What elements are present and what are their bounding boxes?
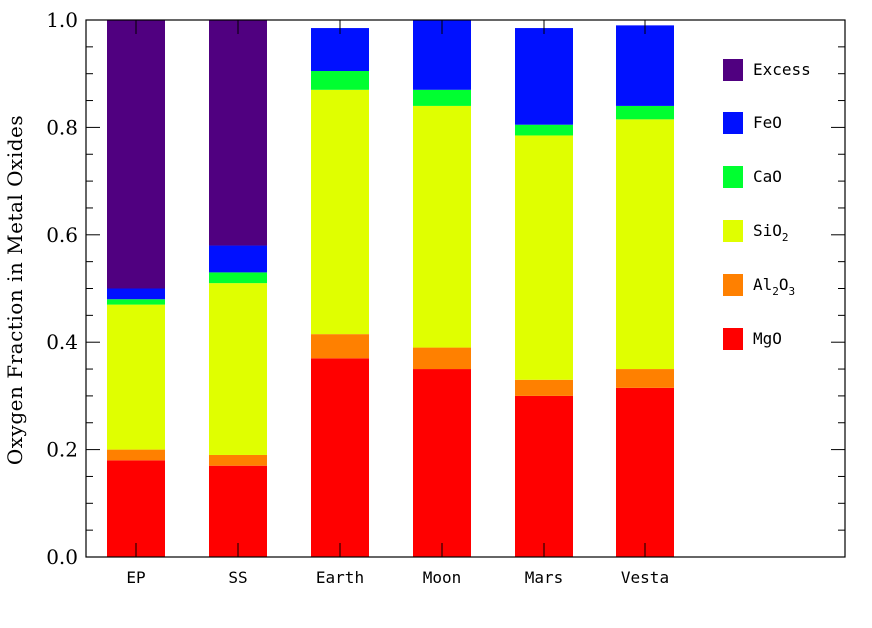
axes-layer: 0.0 0.2 0.4 0.6 0.8 1.0 EP SS Earth Moon Mars Vesta: [46, 8, 846, 587]
bar-mars-feo: [515, 28, 573, 125]
legend-label: SiO2: [753, 221, 789, 244]
legend-swatch: [723, 328, 743, 350]
bar-ss-cao: [209, 272, 267, 284]
bar-ep-al2o3: [107, 449, 165, 461]
x-tick-label-ss: SS: [228, 568, 247, 587]
y-tick-label: 0.8: [46, 115, 78, 139]
bar-vesta-cao: [616, 105, 674, 120]
x-tick-label-mars: Mars: [525, 568, 564, 587]
legend-swatch: [723, 112, 743, 134]
bar-ss-sio2: [209, 283, 267, 455]
legend-swatch: [723, 274, 743, 296]
y-tick-label: 1.0: [46, 8, 78, 32]
y-tick-label: 0.6: [46, 223, 78, 247]
bar-ep-sio2: [107, 304, 165, 450]
x-tick-label-moon: Moon: [423, 568, 462, 587]
y-axis-label: Oxygen Fraction in Metal Oxides: [3, 115, 27, 465]
legend-swatch: [723, 220, 743, 242]
bar-vesta-al2o3: [616, 369, 674, 388]
legend-swatch: [723, 59, 743, 81]
legend-label: FeO: [753, 113, 782, 132]
bar-ss-excess: [209, 20, 267, 246]
bars-layer: [107, 20, 674, 557]
legend-label: MgO: [753, 329, 782, 348]
y-tick-label: 0.2: [46, 438, 78, 462]
bar-ss-al2o3: [209, 454, 267, 466]
y-tick-label: 0.0: [46, 545, 78, 569]
bar-mars-sio2: [515, 135, 573, 380]
legend-label: Excess: [753, 60, 811, 79]
bar-ep-cao: [107, 299, 165, 305]
bar-moon-cao: [413, 89, 471, 106]
legend-label: Al2O3: [753, 275, 795, 298]
bar-earth-cao: [311, 71, 369, 90]
legend: Excess FeO CaO SiO2 Al2O3 MgO: [723, 59, 811, 350]
x-tick-label-vesta: Vesta: [621, 568, 669, 587]
y-tick-label: 0.4: [46, 330, 78, 354]
bar-moon-mgo: [413, 369, 471, 557]
bar-ss-feo: [209, 245, 267, 273]
bar-mars-al2o3: [515, 379, 573, 396]
x-tick-label-earth: Earth: [316, 568, 364, 587]
bar-vesta-feo: [616, 25, 674, 106]
bar-moon-al2o3: [413, 347, 471, 370]
bar-earth-sio2: [311, 89, 369, 335]
bar-earth-mgo: [311, 358, 369, 557]
bar-ep-mgo: [107, 460, 165, 557]
bar-earth-feo: [311, 28, 369, 72]
bar-ep-feo: [107, 288, 165, 300]
bar-vesta-sio2: [616, 119, 674, 370]
bar-ss-mgo: [209, 465, 267, 557]
bar-ep-excess: [107, 20, 165, 289]
bar-vesta-mgo: [616, 387, 674, 557]
bar-earth-al2o3: [311, 334, 369, 359]
legend-label: CaO: [753, 167, 782, 186]
x-tick-label-ep: EP: [126, 568, 145, 587]
legend-swatch: [723, 166, 743, 188]
bar-moon-sio2: [413, 105, 471, 348]
bar-mars-mgo: [515, 395, 573, 557]
bar-mars-cao: [515, 124, 573, 136]
